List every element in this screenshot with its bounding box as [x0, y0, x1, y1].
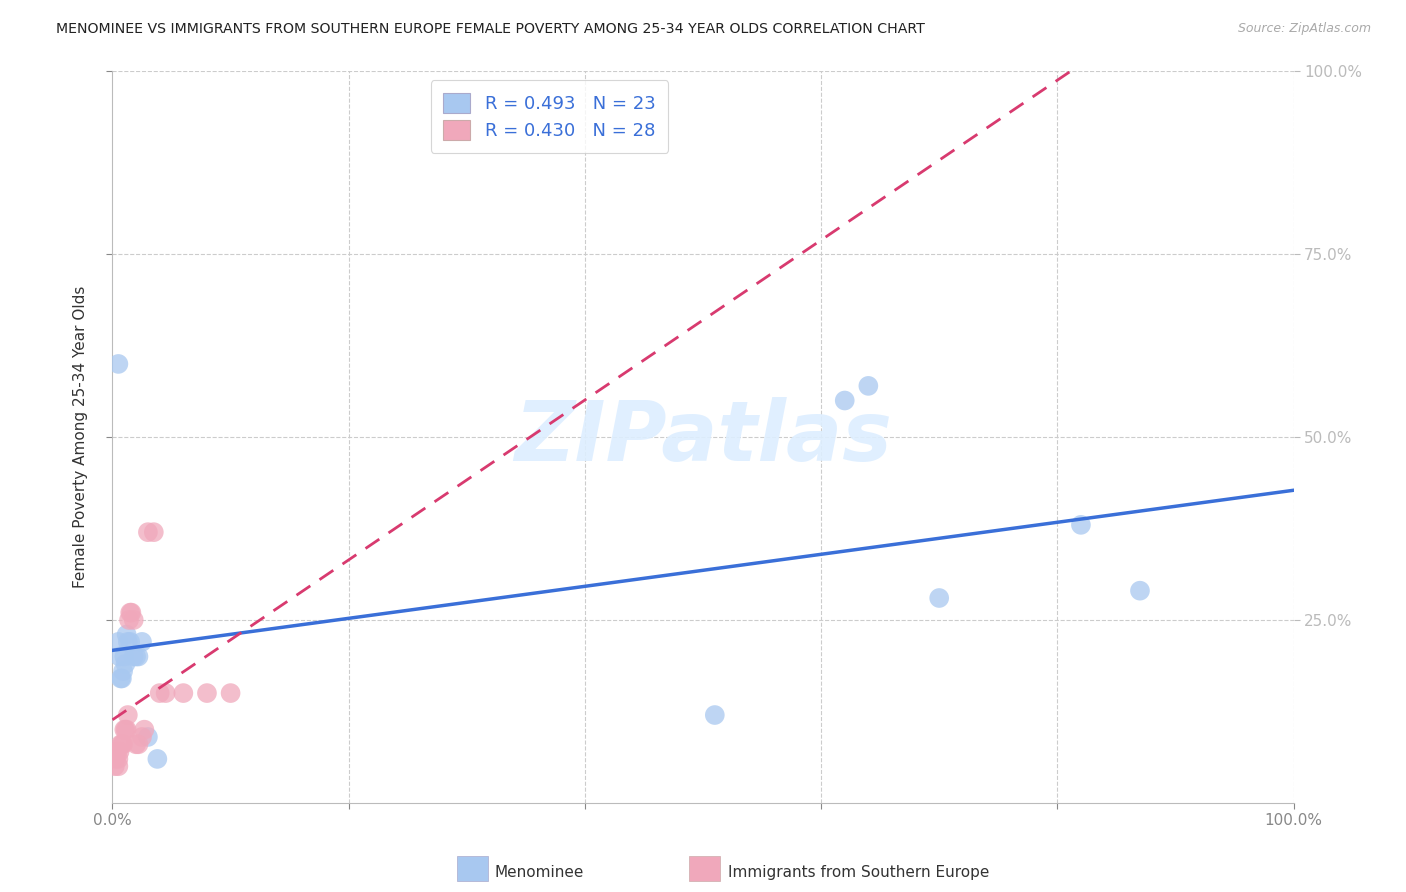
Point	[112, 649, 135, 664]
Point	[131, 635, 153, 649]
Point	[1070, 517, 1092, 532]
Point	[112, 723, 135, 737]
Point	[115, 627, 138, 641]
Point	[146, 752, 169, 766]
Point	[122, 613, 145, 627]
Point	[111, 672, 134, 686]
Point	[122, 649, 145, 664]
Point	[127, 649, 149, 664]
Point	[219, 686, 242, 700]
Point	[1129, 583, 1152, 598]
Point	[108, 649, 131, 664]
Point	[131, 730, 153, 744]
Point	[703, 708, 725, 723]
Point	[111, 737, 134, 751]
Point	[107, 759, 129, 773]
Point	[172, 686, 194, 700]
Point	[195, 686, 218, 700]
Point	[114, 657, 136, 671]
Point	[114, 723, 136, 737]
Point	[105, 745, 128, 759]
Text: Source: ZipAtlas.com: Source: ZipAtlas.com	[1237, 22, 1371, 36]
Point	[108, 745, 131, 759]
Point	[127, 737, 149, 751]
Point	[149, 686, 172, 700]
Point	[120, 606, 142, 620]
Point	[134, 723, 156, 737]
Point	[110, 672, 132, 686]
Point	[117, 635, 139, 649]
Point	[118, 613, 141, 627]
Point	[120, 606, 142, 620]
Point	[834, 393, 856, 408]
Legend: R = 0.493   N = 23, R = 0.430   N = 28: R = 0.493 N = 23, R = 0.430 N = 28	[430, 80, 668, 153]
Point	[125, 649, 148, 664]
Point	[117, 708, 139, 723]
Point	[104, 759, 127, 773]
Text: ZIPatlas: ZIPatlas	[515, 397, 891, 477]
Point	[136, 525, 159, 540]
Point	[928, 591, 950, 605]
Point	[110, 737, 132, 751]
Point	[155, 686, 177, 700]
Point	[858, 379, 880, 393]
Point	[136, 730, 159, 744]
Point	[112, 664, 135, 678]
Point	[107, 357, 129, 371]
Point	[120, 635, 142, 649]
Point	[107, 635, 129, 649]
Text: MENOMINEE VS IMMIGRANTS FROM SOUTHERN EUROPE FEMALE POVERTY AMONG 25-34 YEAR OLD: MENOMINEE VS IMMIGRANTS FROM SOUTHERN EU…	[56, 22, 925, 37]
Point	[125, 737, 148, 751]
Y-axis label: Female Poverty Among 25-34 Year Olds: Female Poverty Among 25-34 Year Olds	[73, 286, 89, 588]
Point	[107, 752, 129, 766]
Point	[112, 737, 135, 751]
Point	[142, 525, 165, 540]
Text: Immigrants from Southern Europe: Immigrants from Southern Europe	[728, 865, 990, 880]
Point	[105, 752, 128, 766]
Text: Menominee: Menominee	[495, 865, 585, 880]
Point	[115, 723, 138, 737]
